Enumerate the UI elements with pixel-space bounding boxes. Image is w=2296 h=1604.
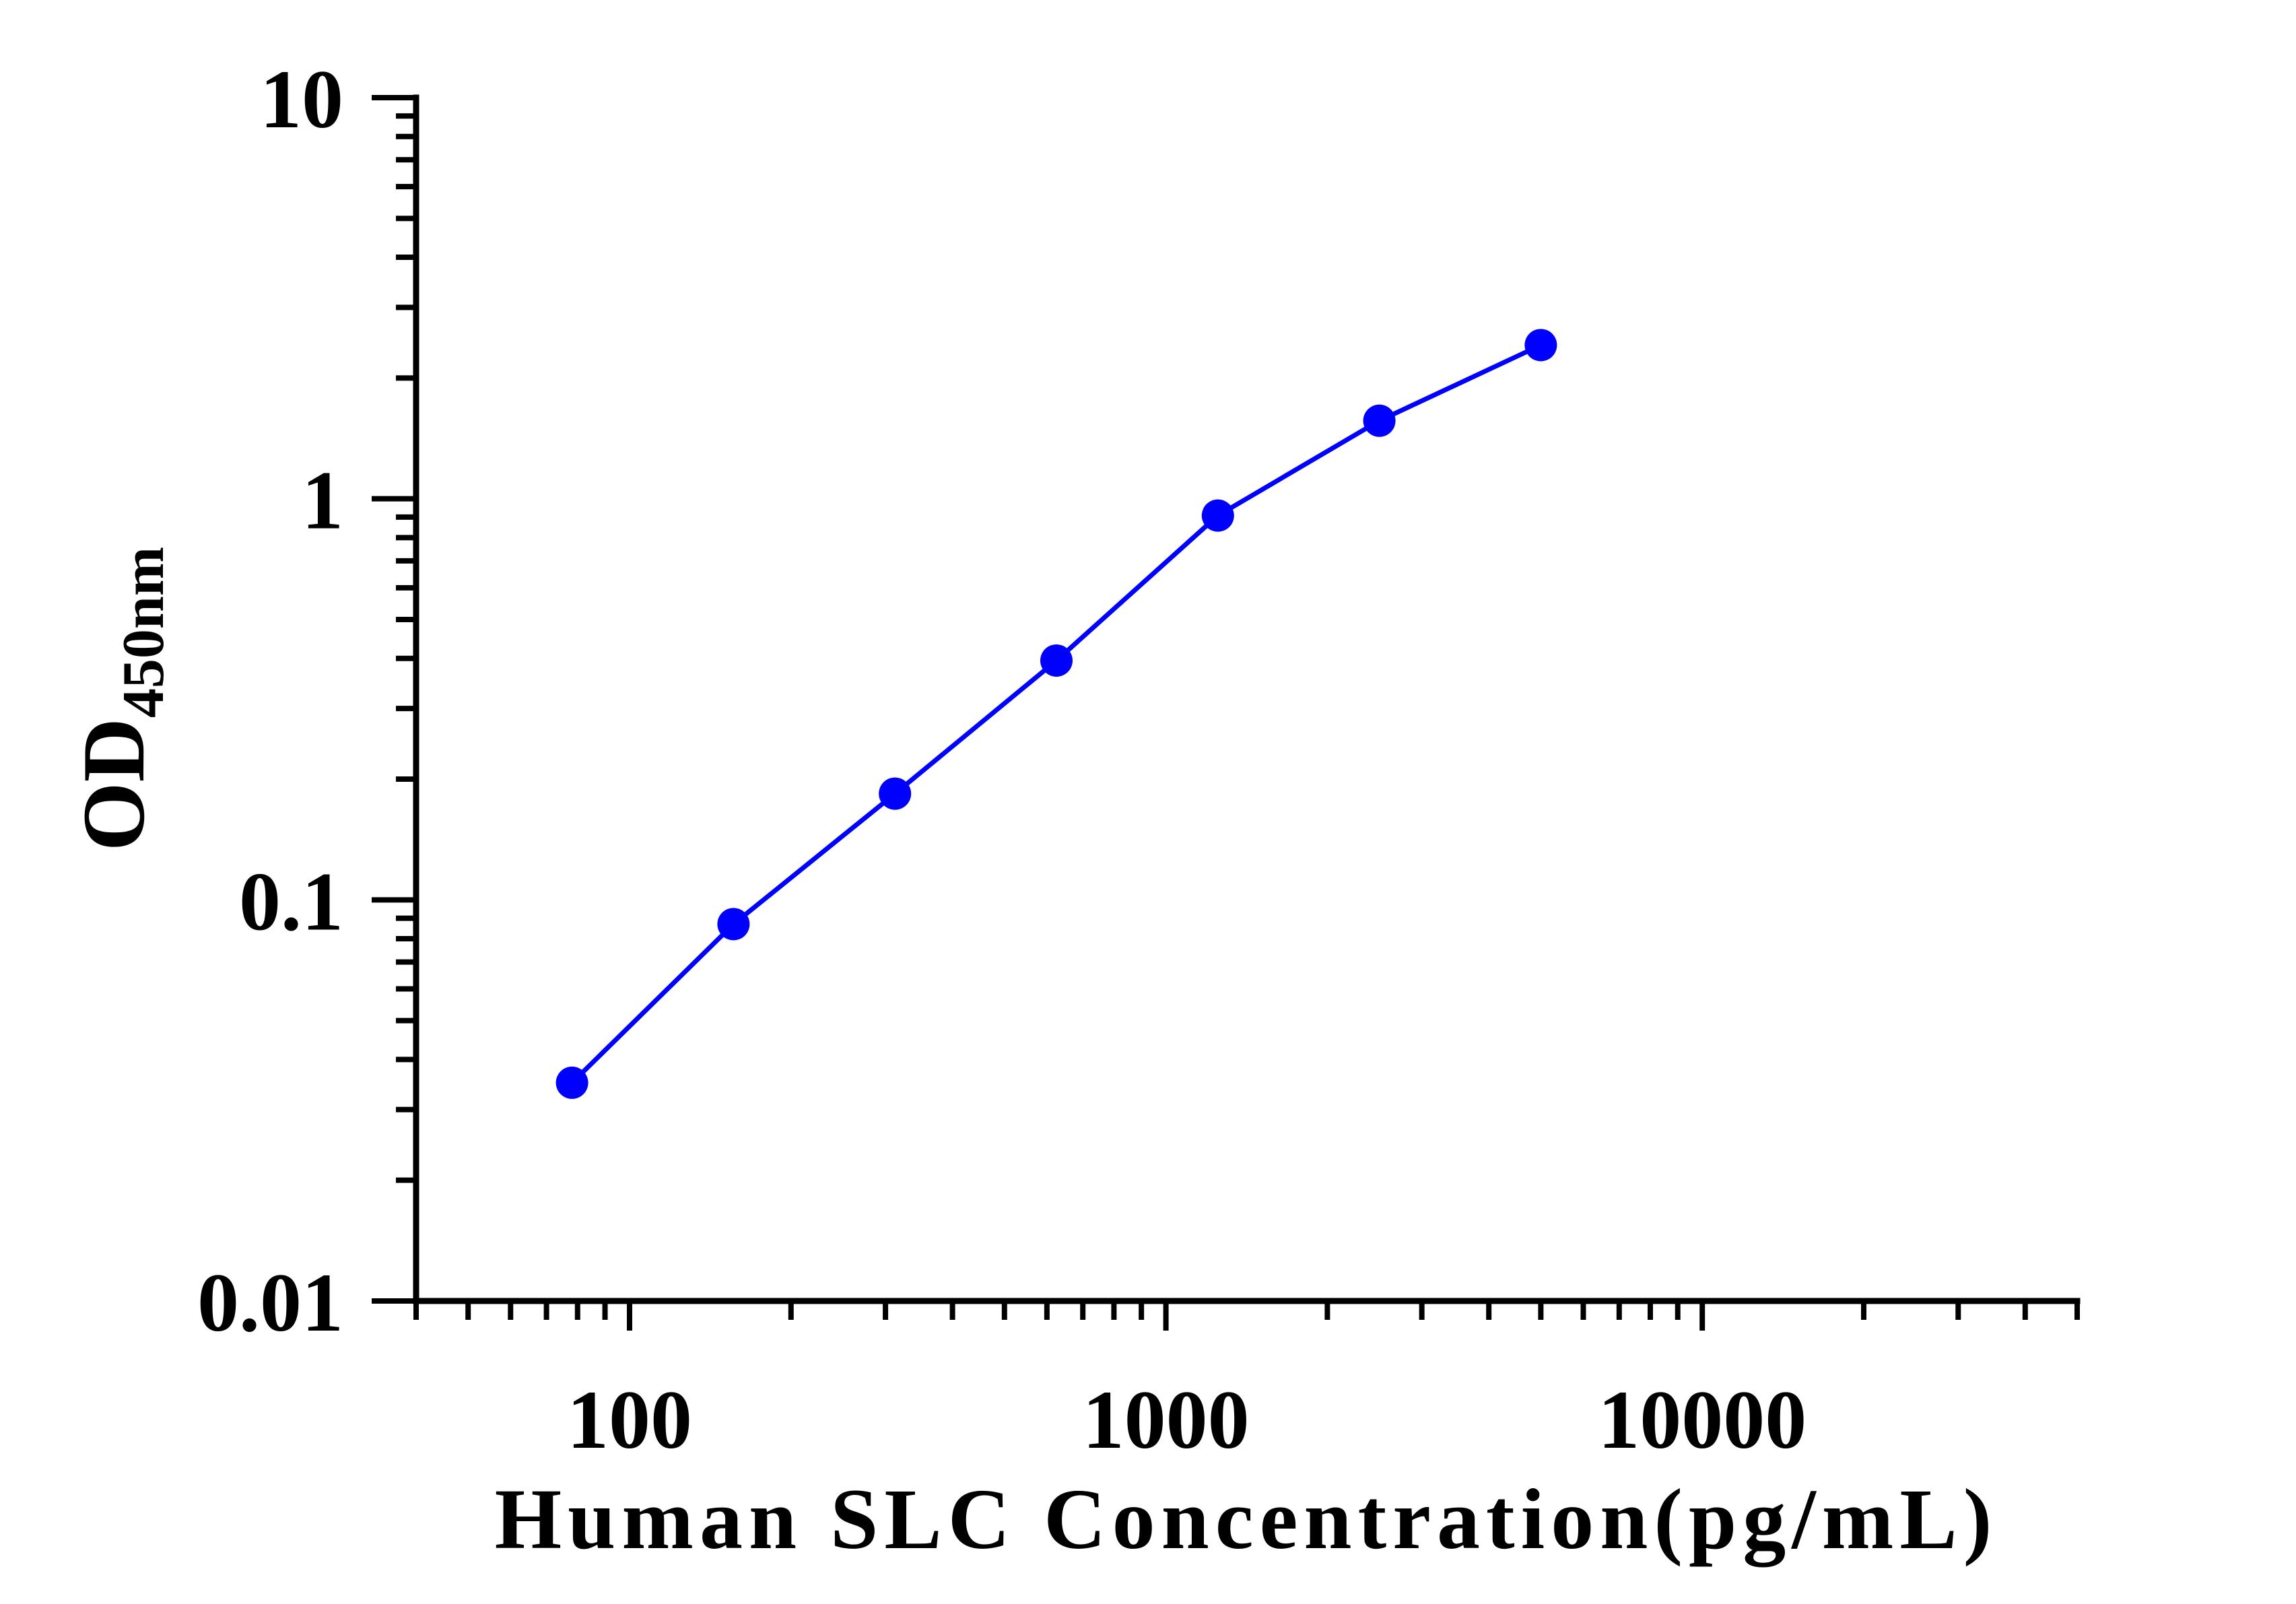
x-tick-label: 100	[567, 1374, 692, 1466]
x-tick-label: 1000	[1083, 1374, 1250, 1466]
x-axis-label: Human SLC Concentration(pg/mL)	[495, 1471, 1998, 1567]
x-tick-label: 10000	[1598, 1374, 1807, 1466]
y-axis-label: OD450nm	[64, 547, 176, 851]
data-point	[555, 1066, 588, 1099]
y-axis-label-main: OD	[64, 718, 163, 851]
data-point	[1201, 499, 1234, 532]
data-point	[1040, 644, 1073, 677]
axis-ticks	[372, 95, 2080, 1331]
y-axis-label-subscript: 450nm	[111, 547, 176, 718]
data-point	[879, 777, 912, 810]
y-tick-label: 10	[260, 53, 343, 145]
y-tick-label: 1	[302, 455, 343, 547]
data-point	[717, 908, 750, 941]
data-point	[1363, 404, 1396, 437]
y-tick-label: 0.1	[239, 855, 343, 947]
axes	[413, 94, 2081, 1304]
data-point	[1524, 329, 1557, 362]
tick-labels: 0.01 0.1 1 10 100 1000 10000	[197, 53, 1807, 1466]
series	[555, 329, 1557, 1099]
y-tick-label: 0.01	[197, 1257, 343, 1349]
